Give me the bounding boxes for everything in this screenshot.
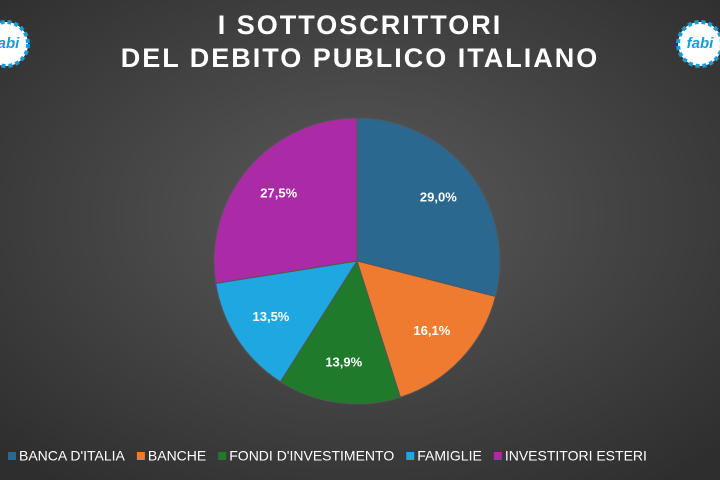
logo-text: fabi: [687, 35, 715, 52]
legend-swatch: [136, 452, 145, 460]
pie-slice: [215, 260, 359, 383]
chart-title: I SOTTOSCRITTORI: [218, 10, 503, 40]
pie: 29,0% 16,1% 13,9% 13,5% 27,5%: [213, 117, 501, 405]
pie-slice: [356, 260, 497, 398]
value-label: 13,5%: [253, 309, 290, 324]
legend-label: BANCHE: [148, 448, 206, 464]
value-label: 29,0%: [420, 189, 457, 204]
legend-label: FONDI D'INVESTIMENTO: [229, 448, 394, 464]
logo-badge: [0, 20, 30, 68]
pie-slice: [279, 259, 401, 405]
logo-left: fabi: [0, 20, 30, 68]
logo-badge: [676, 20, 720, 68]
legend-label: INVESTITORI ESTERI: [505, 448, 647, 464]
logo-text: fabi: [0, 35, 20, 52]
pie-slice: [213, 117, 358, 284]
pie-slice: [356, 117, 501, 298]
chart-title: DEL DEBITO PUBLICO ITALIANO: [121, 43, 600, 73]
legend-label: BANCA D'ITALIA: [19, 448, 126, 464]
legend-swatch: [493, 452, 502, 460]
legend: BANCA D'ITALIA BANCHE FONDI D'INVESTIMENTO…: [8, 448, 647, 464]
value-label: 13,9%: [325, 355, 362, 370]
legend-label: FAMIGLIE: [417, 448, 482, 464]
legend-swatch: [406, 452, 415, 460]
value-label: 27,5%: [260, 186, 297, 201]
logo-right: fabi: [676, 20, 720, 68]
legend-swatch: [8, 452, 16, 460]
value-label: 16,1%: [413, 323, 450, 338]
legend-swatch: [218, 452, 227, 460]
